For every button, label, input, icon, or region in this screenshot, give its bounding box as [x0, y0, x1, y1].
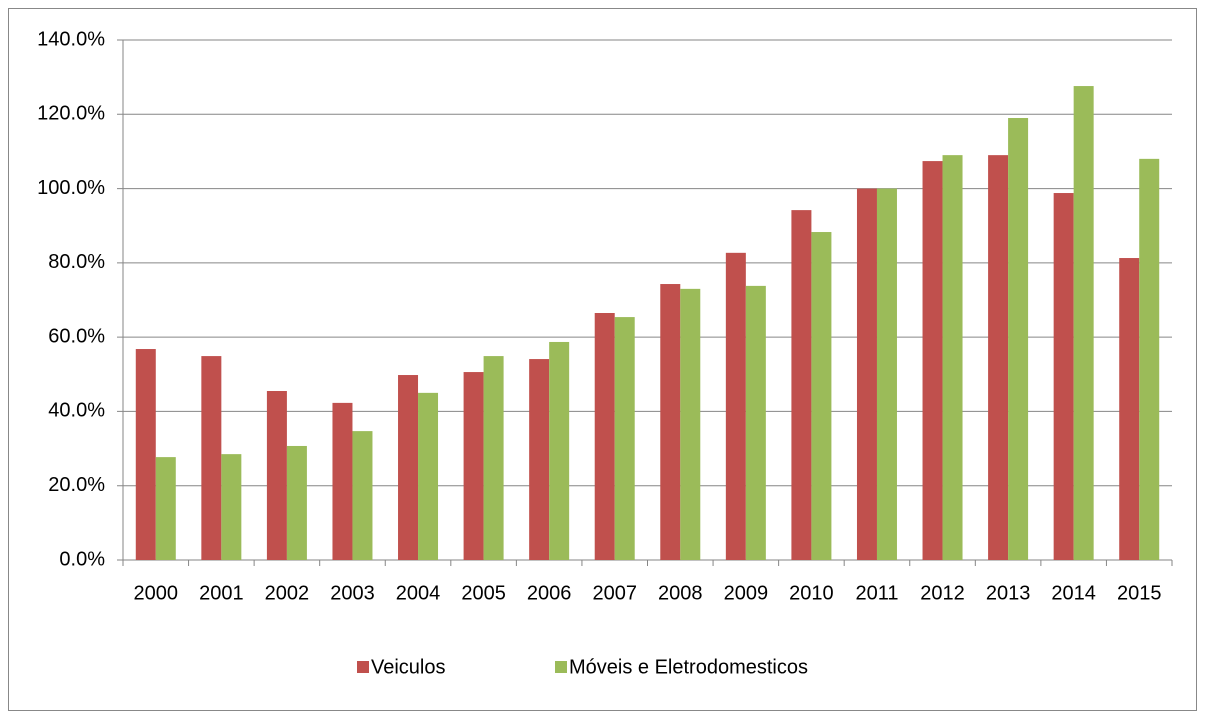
bar — [135, 349, 156, 560]
bar — [549, 341, 570, 560]
bar — [876, 188, 897, 561]
bar — [942, 155, 963, 560]
y-tick-label: 120.0% — [37, 103, 105, 125]
x-tick-label: 2010 — [789, 582, 834, 604]
bar — [856, 188, 877, 561]
bar — [332, 402, 353, 560]
x-tick-label: 2012 — [920, 582, 965, 604]
x-tick-label: 2013 — [986, 582, 1031, 604]
y-tick-label: 20.0% — [48, 474, 105, 496]
x-tick-label: 2000 — [134, 582, 179, 604]
y-tick-label: 60.0% — [48, 325, 105, 347]
legend-label: Veiculos — [371, 656, 446, 678]
x-tick-label: 2011 — [855, 582, 898, 604]
bar — [418, 392, 439, 560]
x-tick-label: 2004 — [396, 582, 441, 604]
x-tick-label: 2001 — [199, 582, 244, 604]
x-tick-label: 2009 — [724, 582, 769, 604]
x-tick-label: 2014 — [1051, 582, 1096, 604]
bar — [660, 284, 681, 560]
bar — [266, 391, 287, 560]
bar — [811, 232, 832, 560]
bar — [988, 155, 1009, 560]
bar — [614, 317, 635, 560]
bar — [745, 285, 766, 560]
x-tick-label: 2003 — [330, 582, 375, 604]
bar — [594, 313, 615, 560]
bar — [1053, 193, 1074, 560]
y-tick-label: 0.0% — [59, 548, 105, 570]
bar — [1008, 118, 1029, 560]
legend-label: Móveis e Eletrodomesticos — [569, 656, 808, 678]
y-tick-label: 80.0% — [48, 251, 105, 273]
bar — [529, 359, 550, 560]
x-tick-label: 2002 — [265, 582, 310, 604]
bar — [680, 288, 701, 560]
bar — [791, 210, 812, 560]
bar — [352, 431, 373, 560]
bar — [483, 356, 504, 560]
legend-swatch — [555, 661, 567, 673]
x-tick-label: 2005 — [461, 582, 506, 604]
y-tick-label: 40.0% — [48, 400, 105, 422]
y-tick-label: 140.0% — [37, 28, 105, 50]
bar — [725, 252, 746, 561]
x-tick-label: 2006 — [527, 582, 572, 604]
bar — [1119, 258, 1140, 560]
legend-swatch — [357, 661, 369, 673]
bar — [221, 454, 242, 560]
bar — [1139, 158, 1160, 560]
x-tick-label: 2008 — [658, 582, 703, 604]
bar — [286, 445, 307, 560]
bar — [398, 375, 419, 560]
bar — [463, 372, 484, 560]
bar — [201, 356, 222, 560]
bar — [922, 161, 943, 561]
bar — [1073, 86, 1094, 561]
bar — [155, 457, 176, 560]
x-tick-label: 2015 — [1117, 582, 1162, 604]
y-tick-label: 100.0% — [37, 177, 105, 199]
x-tick-label: 2007 — [592, 582, 637, 604]
